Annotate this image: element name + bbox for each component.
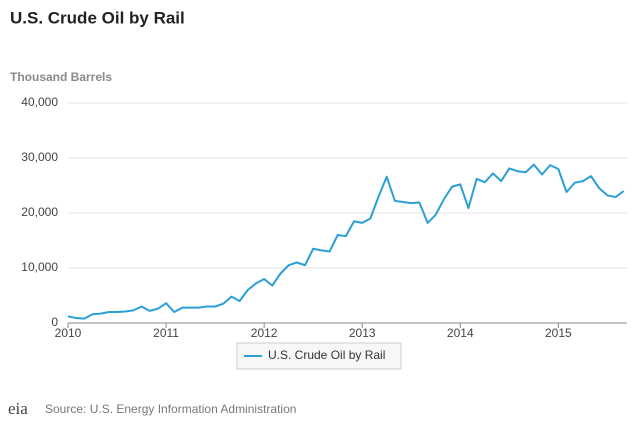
chart-title: U.S. Crude Oil by Rail	[10, 8, 185, 27]
y-tick-label: 30,000	[21, 150, 58, 164]
data-line	[67, 163, 625, 320]
legend-box	[236, 342, 402, 370]
axis-title: Thousand Barrels	[10, 70, 112, 84]
y-tick-label: 10,000	[21, 260, 58, 274]
x-tick-label: 2012	[251, 326, 278, 340]
x-tick-label: 2013	[349, 326, 376, 340]
y-tick-label: 20,000	[21, 205, 58, 219]
x-tick-label: 2011	[153, 326, 179, 340]
y-tick-label: 40,000	[21, 95, 58, 109]
legend-label: U.S. Crude Oil by Rail	[268, 348, 385, 362]
x-tick-label: 2014	[447, 326, 474, 340]
y-tick-label: 0	[51, 315, 58, 329]
source: Source: U.S. Energy Information Administ…	[45, 402, 296, 416]
logo: eia	[8, 399, 28, 418]
x-tick-label: 2015	[545, 326, 572, 340]
x-tick-label: 2010	[55, 326, 82, 340]
